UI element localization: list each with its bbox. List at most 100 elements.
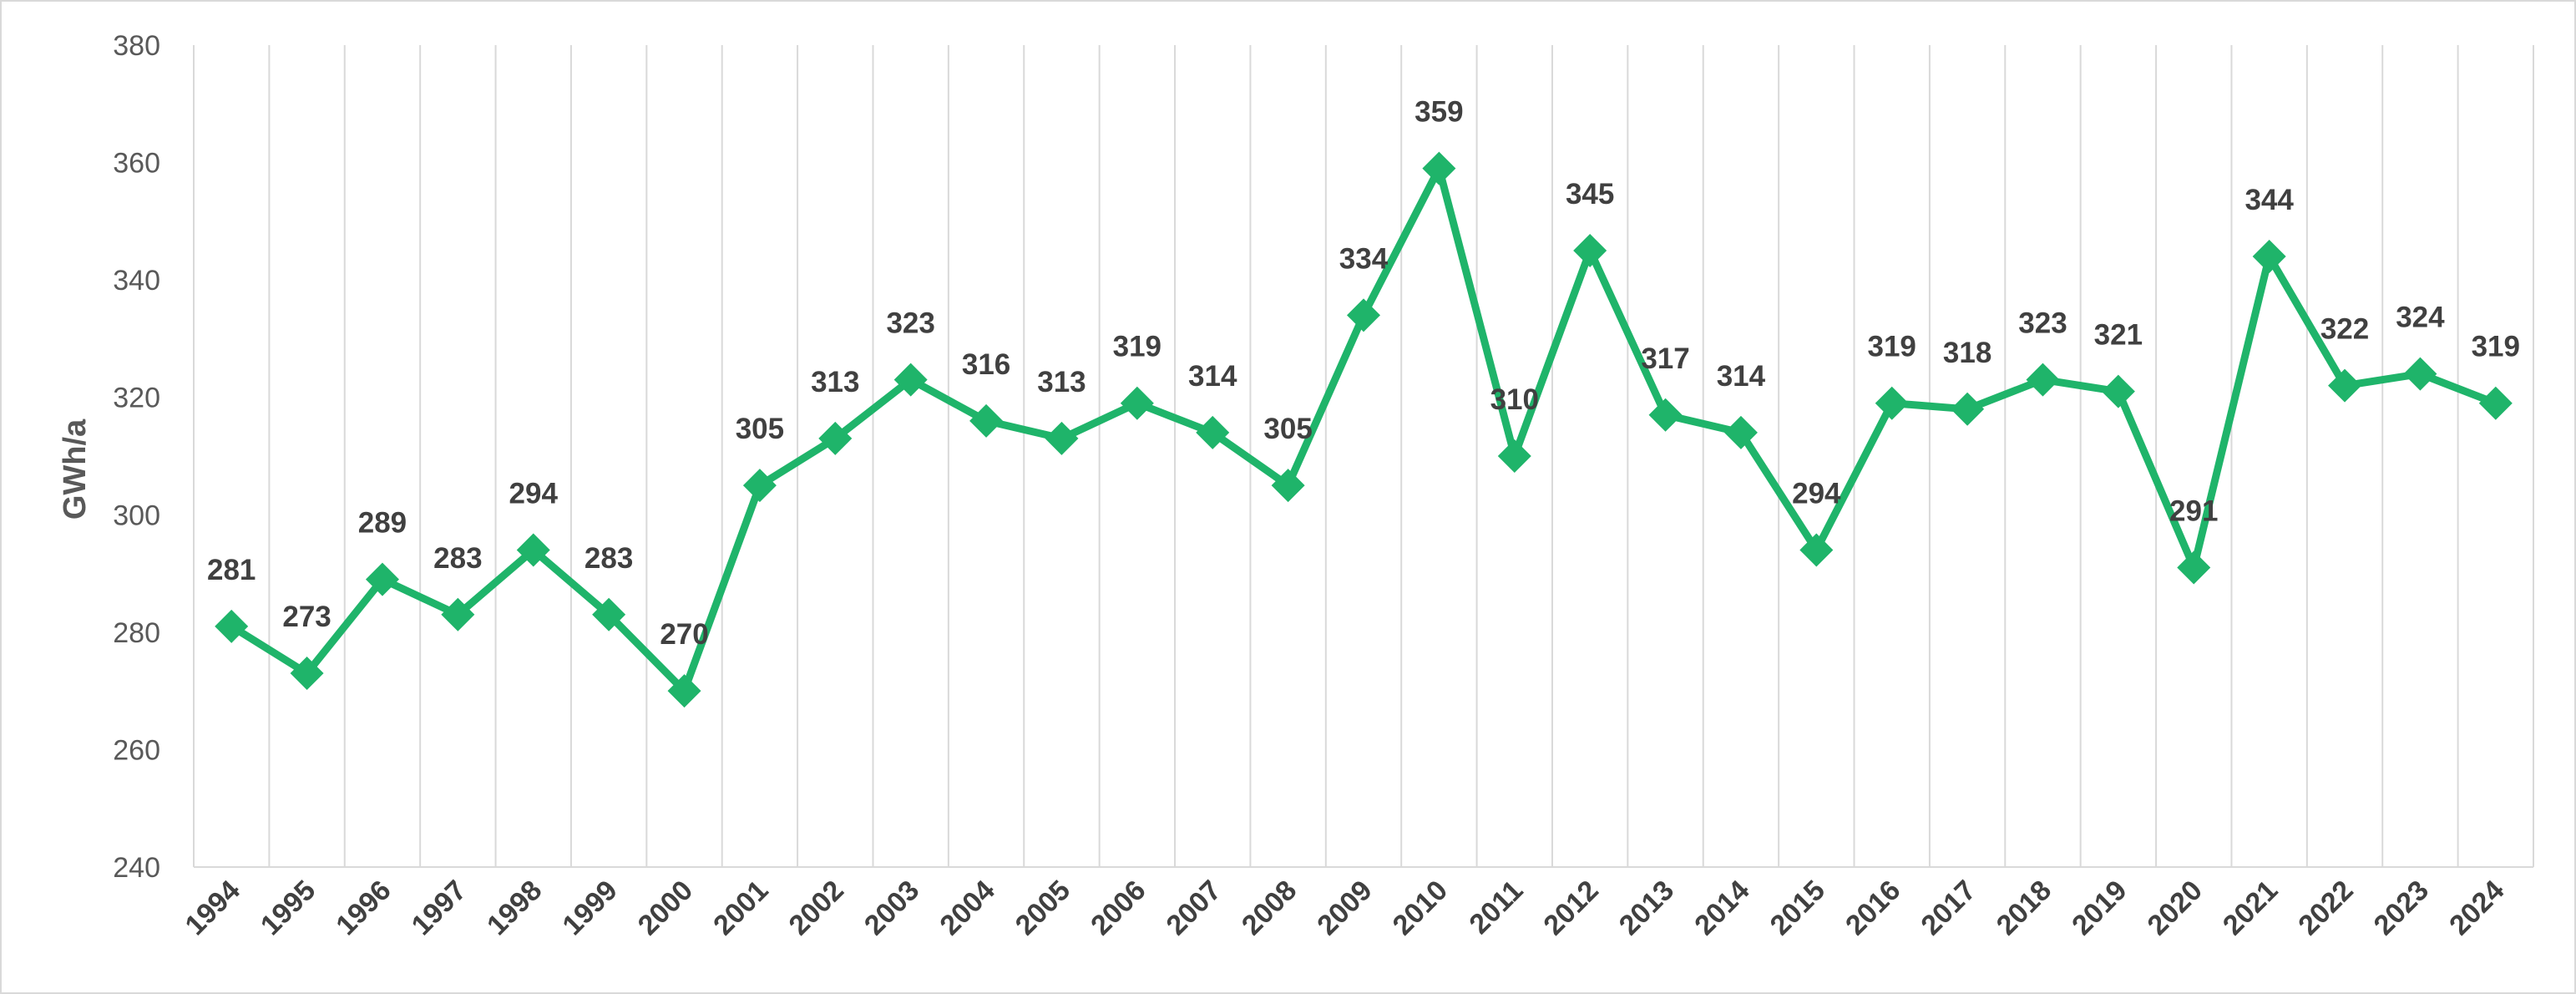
data-label: 322 — [2320, 313, 2369, 346]
x-tick-label: 2013 — [1613, 875, 1680, 941]
x-tick-label: 2019 — [2066, 875, 2133, 941]
data-point-marker — [2403, 357, 2437, 391]
x-tick-label: 2005 — [1010, 875, 1076, 941]
x-tick-label: 1995 — [255, 875, 321, 941]
data-point-marker — [1799, 533, 1834, 567]
data-label: 319 — [2472, 331, 2520, 363]
x-tick-label: 2020 — [2142, 875, 2209, 941]
data-label: 344 — [2245, 184, 2294, 216]
data-point-marker — [2328, 368, 2362, 403]
data-point-marker — [1573, 234, 1607, 267]
y-tick-label: 260 — [113, 734, 160, 766]
data-point-marker — [1497, 439, 1531, 473]
data-label: 283 — [585, 542, 633, 575]
x-tick-label: 2014 — [1688, 875, 1755, 941]
x-tick-label: 2000 — [632, 875, 699, 941]
y-tick-label: 240 — [113, 852, 160, 884]
x-tick-label: 1998 — [481, 875, 548, 941]
data-point-marker — [215, 609, 249, 643]
data-label: 273 — [282, 601, 331, 633]
data-label: 316 — [962, 348, 1010, 381]
data-point-marker — [893, 363, 928, 397]
y-tick-label: 360 — [113, 148, 160, 180]
data-point-marker — [1347, 298, 1380, 332]
x-tick-label: 1997 — [406, 875, 473, 941]
data-point-marker — [441, 597, 475, 631]
data-point-marker — [667, 674, 701, 708]
data-label: 310 — [1490, 383, 1539, 416]
data-label: 323 — [2018, 307, 2067, 340]
x-tick-label: 2006 — [1085, 875, 1151, 941]
x-tick-label: 2002 — [783, 875, 850, 941]
x-tick-label: 1996 — [330, 875, 397, 941]
y-tick-label: 380 — [113, 30, 160, 62]
data-label: 359 — [1415, 96, 1463, 129]
data-label: 281 — [207, 554, 256, 586]
x-tick-label: 2012 — [1537, 875, 1604, 941]
x-tick-label: 1994 — [179, 875, 245, 941]
data-point-marker — [818, 421, 853, 455]
data-label: 319 — [1113, 331, 1161, 363]
data-point-marker — [365, 562, 399, 596]
x-tick-label: 2022 — [2292, 875, 2359, 941]
data-point-marker — [2026, 363, 2060, 397]
data-point-marker — [1422, 151, 1456, 185]
data-point-marker — [2478, 386, 2513, 420]
data-label: 294 — [509, 477, 559, 510]
data-label: 289 — [358, 507, 407, 540]
data-label: 324 — [2396, 302, 2445, 334]
data-label: 314 — [1717, 360, 1766, 393]
data-labels: 281 273 289 283 294 283 270 305 313 323 316 313 319 3… — [207, 96, 2520, 652]
data-point-marker — [1875, 386, 1909, 420]
data-point-marker — [1196, 415, 1230, 449]
data-point-marker — [592, 597, 626, 631]
data-point-marker — [2252, 240, 2286, 274]
x-tick-label: 2016 — [1840, 875, 1906, 941]
data-point-marker — [1951, 392, 1985, 426]
y-tick-label: 340 — [113, 265, 160, 297]
data-label: 334 — [1339, 242, 1389, 275]
data-label: 305 — [736, 413, 784, 445]
data-point-marker — [1045, 421, 1079, 455]
data-label: 283 — [433, 542, 482, 575]
data-label: 321 — [2094, 319, 2143, 352]
data-point-marker — [969, 403, 1004, 438]
data-label: 314 — [1188, 360, 1237, 393]
x-tick-label: 2010 — [1387, 875, 1454, 941]
y-tick-label: 300 — [113, 500, 160, 531]
x-tick-label: 2021 — [2217, 875, 2284, 941]
data-point-marker — [1120, 386, 1154, 420]
x-tick-label: 2007 — [1161, 875, 1227, 941]
data-label: 313 — [811, 366, 859, 398]
x-tick-label: 2015 — [1764, 875, 1831, 941]
x-tick-label: 2017 — [1915, 875, 1981, 941]
x-tick-label: 2011 — [1463, 875, 1529, 941]
x-axis-ticks: 1994 1995 1996 1997 1998 1999 2000 2001 2002 2003… — [179, 875, 2510, 941]
data-label: 323 — [886, 307, 934, 340]
x-tick-label: 2023 — [2368, 875, 2435, 941]
data-point-marker — [1648, 398, 1683, 432]
data-label: 294 — [1792, 477, 1841, 510]
x-tick-label: 2024 — [2443, 875, 2510, 941]
data-point-marker — [1271, 469, 1305, 503]
data-label: 317 — [1641, 342, 1689, 375]
x-tick-label: 2003 — [858, 875, 925, 941]
y-tick-label: 280 — [113, 617, 160, 649]
x-tick-label: 2008 — [1236, 875, 1303, 941]
x-tick-label: 2018 — [1991, 875, 2057, 941]
data-label: 345 — [1566, 178, 1614, 210]
data-label: 319 — [1868, 331, 1916, 363]
y-axis-label: GWh/a — [58, 418, 93, 520]
y-tick-label: 320 — [113, 383, 160, 414]
data-label: 318 — [1943, 337, 1991, 369]
gridlines — [193, 45, 2534, 868]
data-point-marker — [516, 533, 550, 567]
data-label: 313 — [1037, 366, 1086, 398]
data-point-marker — [2101, 374, 2135, 408]
x-tick-label: 1999 — [556, 875, 623, 941]
data-label: 305 — [1263, 413, 1312, 445]
data-point-marker — [290, 657, 324, 691]
y-axis-ticks: 240 260 280 300 320 340 360 380 — [113, 30, 160, 884]
